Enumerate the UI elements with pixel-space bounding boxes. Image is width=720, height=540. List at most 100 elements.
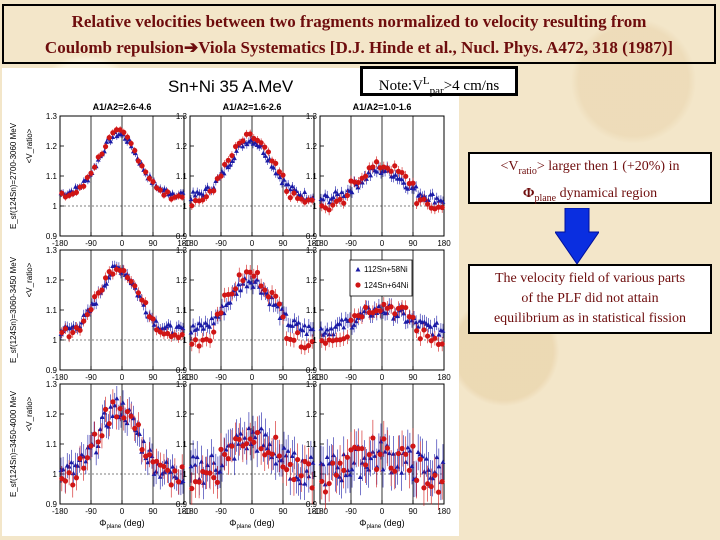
data-point-red-2-1-16 [247,436,253,442]
data-point-blue-2-1-56 [304,468,310,473]
data-point-blue-0-2-8 [335,191,340,197]
ytick-label-2-1-0.9: 0.9 [176,500,188,509]
data-point-blue-2-1-1 [190,453,196,459]
data-point-blue-1-2-11 [341,325,347,330]
data-point-red-1-2-33 [439,341,445,347]
data-point-blue-2-0-54 [170,464,176,469]
data-point-red-0-0-0 [59,190,65,196]
data-point-blue-0-2-36 [393,172,398,177]
data-point-red-2-1-24 [276,453,282,459]
data-point-red-2-0-15 [113,414,120,420]
data-point-red-0-2-25 [410,180,416,186]
data-point-red-1-0-9 [92,294,98,300]
data-point-blue-2-0-40 [141,438,147,444]
data-point-blue-0-2-27 [374,169,380,174]
data-point-blue-2-0-5 [68,459,74,465]
data-point-blue-0-2-56 [434,195,440,200]
xtick-label-1-2-180: 180 [437,373,451,382]
data-point-red-0-2-14 [370,164,376,170]
vratio-sub: ratio [518,165,537,177]
title-line-1: Relative velocities between two fragment… [71,12,647,31]
legend-box [349,259,413,297]
data-point-red-1-1-5 [207,338,213,344]
data-point-red-2-1-25 [280,464,286,470]
data-point-blue-0-1-43 [277,174,283,180]
data-point-red-1-2-17 [381,301,387,307]
data-point-blue-2-2-9 [337,474,343,479]
data-point-red-1-0-21 [135,290,142,296]
xtick-label-2-0-90: 90 [149,507,158,516]
ytick-label-0-0-1.1: 1.1 [46,172,58,181]
data-point-red-0-2-19 [388,168,394,174]
data-point-blue-2-1-45 [281,445,287,450]
data-point-red-2-2-15 [373,466,380,472]
data-point-blue-2-1-6 [201,480,206,485]
legend-blue-marker [355,267,361,272]
data-point-red-2-2-26 [414,477,420,483]
data-point-red-0-0-27 [157,187,163,193]
xtick-label-2-1-180: 180 [307,507,321,516]
data-point-blue-1-1-41 [273,301,279,307]
xtick-label-1-2-0: 0 [380,373,385,382]
data-point-red-2-1-0 [189,485,195,492]
data-point-red-1-1-16 [247,269,253,275]
data-point-red-2-0-33 [179,464,185,470]
data-point-red-1-1-11 [229,291,235,297]
legend-red-marker [355,282,361,288]
data-point-red-1-2-4 [333,337,340,343]
data-point-blue-2-1-59 [310,460,316,465]
ytick-label-1-0-1.3: 1.3 [46,246,58,255]
data-point-blue-1-1-10 [209,315,215,321]
data-point-red-1-2-26 [414,328,420,334]
data-point-red-2-0-17 [121,415,127,421]
data-point-red-2-1-17 [251,439,257,445]
data-point-blue-2-0-56 [174,475,180,480]
ytick-label-2-0-1.2: 1.2 [46,410,58,419]
data-point-red-2-0-16 [117,406,123,412]
data-point-blue-0-2-4 [326,199,332,205]
ytick-label-0-1-1.2: 1.2 [176,142,188,151]
data-point-blue-1-1-52 [296,320,301,325]
data-point-red-1-1-24 [276,301,282,307]
row-energy-label-0: E_sf(124Sn)=2700-3060 MeV [9,122,18,229]
data-point-red-2-2-8 [348,447,354,453]
data-point-red-1-0-25 [150,316,156,322]
data-point-blue-2-0-43 [147,447,153,452]
data-point-red-1-1-12 [232,286,239,292]
data-point-blue-2-2-19 [357,474,363,480]
data-point-blue-1-0-56 [174,324,180,329]
data-point-blue-0-0-13 [85,177,91,183]
data-point-red-2-2-1 [322,489,329,495]
data-point-blue-0-1-5 [198,191,204,196]
data-point-blue-0-1-18 [225,164,231,170]
data-point-red-1-1-23 [273,293,279,299]
data-point-blue-2-2-57 [436,463,442,469]
data-point-red-0-2-3 [330,202,336,208]
data-point-red-0-1-6 [211,188,217,194]
data-point-blue-1-2-46 [413,319,419,325]
data-point-blue-0-0-31 [122,136,128,141]
data-point-red-2-2-2 [326,480,332,487]
data-point-blue-1-2-17 [353,318,359,324]
data-point-red-1-1-1 [192,337,199,343]
data-point-red-2-0-14 [110,399,116,405]
data-point-red-1-0-12 [102,275,109,281]
data-point-blue-2-0-26 [112,402,118,408]
ytick-label-2-1-1.2: 1.2 [176,410,188,419]
data-point-red-1-0-10 [95,290,101,296]
data-point-red-2-0-9 [92,431,98,437]
data-point-red-1-0-2 [66,334,72,340]
data-point-blue-1-2-15 [349,325,355,330]
data-point-blue-1-1-32 [254,277,260,282]
xtick-label-1-1-180: 180 [307,373,321,382]
data-point-blue-0-2-11 [341,193,347,199]
data-point-blue-0-2-42 [405,186,411,191]
data-point-red-0-2-5 [337,196,343,202]
data-point-red-1-1-2 [196,343,202,349]
data-point-blue-1-0-45 [151,322,157,327]
data-point-blue-1-1-56 [304,331,310,336]
data-point-red-1-2-8 [348,317,354,323]
ytick-label-1-2-1.3: 1.3 [306,246,318,255]
data-point-red-0-2-2 [326,207,332,213]
data-point-blue-2-2-44 [409,463,415,469]
